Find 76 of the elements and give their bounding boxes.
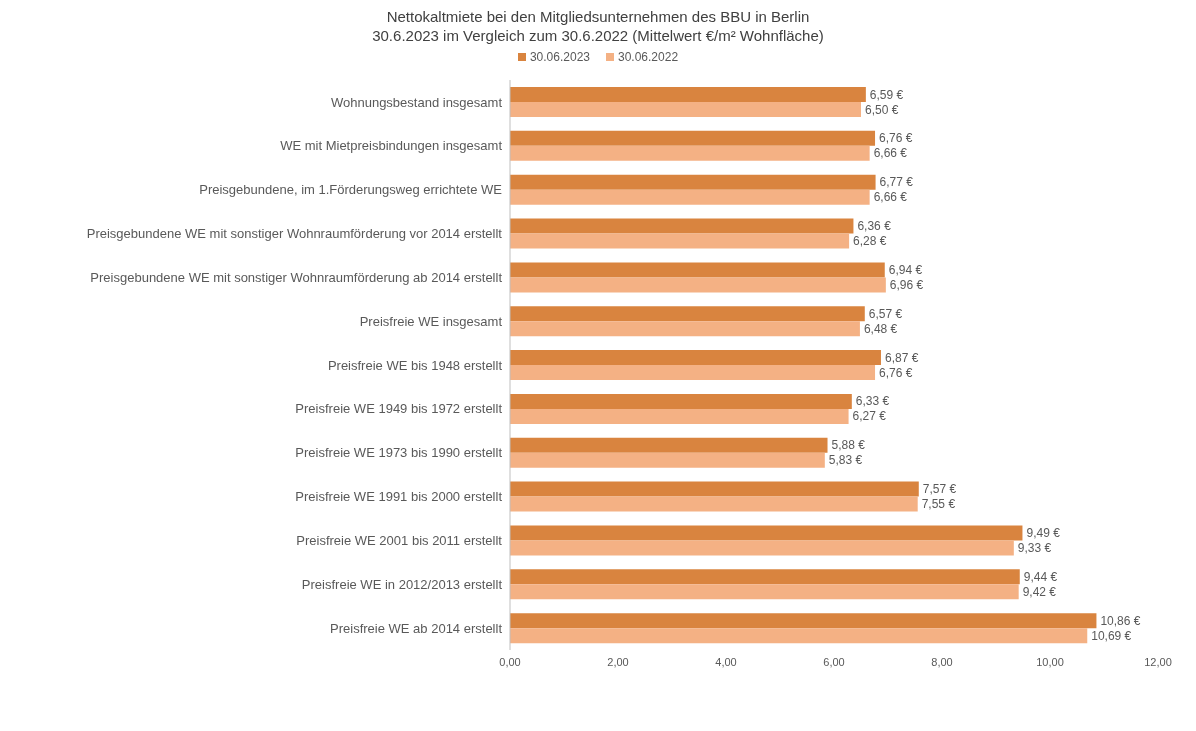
bar xyxy=(510,437,828,453)
data-label: 5,88 € xyxy=(831,438,866,453)
data-label: 6,87 € xyxy=(884,350,919,365)
x-tick-label: 12,00 xyxy=(1144,655,1172,668)
data-label: 6,27 € xyxy=(852,409,887,424)
y-tick-label: Preisfreie WE 1973 bis 1990 erstellt xyxy=(295,445,503,461)
data-label: 6,33 € xyxy=(855,394,890,409)
bar xyxy=(510,525,1023,541)
data-label: 6,36 € xyxy=(857,219,892,234)
x-tick-label: 10,00 xyxy=(1036,655,1064,668)
legend-label: 30.06.2023 xyxy=(528,50,590,64)
y-tick-label: Preisfreie WE in 2012/2013 erstellt xyxy=(301,576,503,592)
bar xyxy=(510,365,876,381)
data-label: 6,28 € xyxy=(853,234,887,249)
bar xyxy=(510,130,876,146)
data-label: 6,66 € xyxy=(873,146,908,161)
bar xyxy=(510,145,870,161)
y-tick-label: Preisfreie WE 1949 bis 1972 erstellt xyxy=(295,401,503,417)
x-tick-label: 6,00 xyxy=(823,655,845,668)
x-tick-label: 2,00 xyxy=(607,655,629,668)
bar xyxy=(510,452,825,468)
y-tick-label: Preisfreie WE 1991 bis 2000 erstellt xyxy=(295,489,503,505)
bar xyxy=(510,628,1088,644)
y-tick-label: Preisfreie WE bis 1948 erstellt xyxy=(327,357,503,373)
data-label: 6,76 € xyxy=(879,131,913,146)
y-tick-label: Preisfreie WE insgesamt xyxy=(359,313,503,329)
y-tick-label: Wohnungsbestand insgesamt xyxy=(330,94,503,110)
bar xyxy=(510,540,1014,556)
bar xyxy=(510,584,1019,600)
bar xyxy=(510,569,1020,585)
y-tick-label: Preisgebundene, im 1.Förderungsweg errichtete WE xyxy=(199,182,503,198)
data-label: 6,77 € xyxy=(879,175,914,190)
bar xyxy=(510,233,850,249)
data-label: 6,50 € xyxy=(865,102,899,117)
bar xyxy=(510,87,866,102)
data-label: 9,44 € xyxy=(1023,569,1058,584)
y-tick-label: Preisgebundene WE mit sonstiger Wohnraumförderung ab 2014 erstellt xyxy=(90,269,503,285)
bar xyxy=(510,613,1097,629)
bar xyxy=(510,321,860,337)
x-tick-label: 0,00 xyxy=(499,655,521,668)
data-label: 6,59 € xyxy=(869,87,904,102)
bar xyxy=(510,393,852,409)
y-tick-label: Preisgebundene WE mit sonstiger Wohnraumförderung vor 2014 erstellt xyxy=(86,226,503,242)
data-label: 6,96 € xyxy=(889,277,924,292)
data-label: 6,48 € xyxy=(863,321,898,336)
bar xyxy=(510,174,876,190)
data-label: 9,33 € xyxy=(1017,540,1052,555)
x-tick-label: 4,00 xyxy=(715,655,737,668)
data-label: 6,57 € xyxy=(868,306,903,321)
data-label: 6,94 € xyxy=(888,262,923,277)
bar xyxy=(510,218,854,234)
data-label: 10,69 € xyxy=(1091,628,1132,643)
data-label: 6,76 € xyxy=(879,365,913,380)
bar xyxy=(510,277,886,293)
bar xyxy=(510,102,861,117)
bar xyxy=(510,306,865,322)
y-tick-label: Preisfreie WE ab 2014 erstellt xyxy=(330,620,503,636)
legend-label: 30.06.2022 xyxy=(617,50,679,64)
y-tick-label: WE mit Mietpreisbindungen insgesamt xyxy=(280,138,503,154)
bar xyxy=(510,189,870,205)
bar xyxy=(510,408,849,424)
y-tick-label: Preisfreie WE 2001 bis 2011 erstellt xyxy=(296,533,503,548)
chart-subtitle: 30.6.2023 im Vergleich zum 30.6.2022 (Mittelwert €/m² Wohnfläche) xyxy=(371,27,825,44)
bar xyxy=(510,481,919,497)
data-label: 6,66 € xyxy=(873,190,908,205)
bar xyxy=(510,350,881,366)
data-label: 5,83 € xyxy=(828,453,863,468)
data-label: 9,49 € xyxy=(1026,525,1061,540)
bar xyxy=(510,496,918,512)
data-label: 7,55 € xyxy=(921,497,956,512)
data-label: 7,57 € xyxy=(922,482,957,497)
data-label: 9,42 € xyxy=(1022,584,1057,599)
bar xyxy=(510,262,885,278)
x-tick-label: 8,00 xyxy=(931,655,953,668)
data-label: 10,86 € xyxy=(1100,613,1141,628)
chart-title: Nettokaltmiete bei den Mitgliedsunternehmen des BBU in Berlin xyxy=(385,8,811,25)
